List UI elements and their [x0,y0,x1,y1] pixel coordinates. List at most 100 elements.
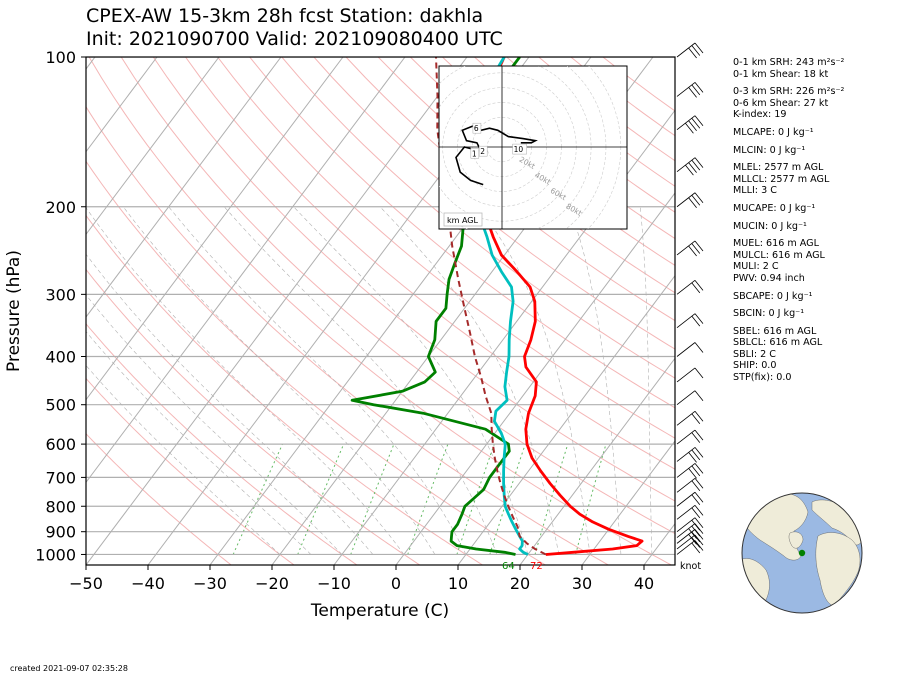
hodograph-unit-box [443,212,483,227]
dry-adiabat [86,433,232,565]
index-line: STP(fix): 0.0 [733,372,792,384]
wind-barb [676,82,704,98]
wind-barb-stem [676,157,696,172]
hodograph-height-label: 2 [480,147,485,156]
isotherm [581,440,675,565]
index-line: SHIP: 0.0 [733,360,777,372]
mixing-ratio-line [350,443,395,555]
wind-barb-flag [694,529,704,540]
wind-barb-flag [691,159,701,171]
hodograph-unit-label: km AGL [447,216,479,225]
wind-barb-flag [694,463,704,474]
wind-barb-stem [676,410,696,426]
wind-barb [676,313,704,328]
wind-barb-stem [676,463,696,478]
dry-adiabat [217,57,675,439]
index-line: SBLI: 2 C [733,348,776,360]
wind-barb-stem [676,42,696,58]
wind-barb-flag [691,519,701,531]
index-line: MUEL: 616 m AGL [733,238,819,250]
y-tick-label: 100 [45,48,76,67]
wind-barb-stem [676,523,696,538]
y-tick-label: 1000 [35,545,76,564]
index-line: SBCIN: 0 J kg⁻¹ [733,308,805,320]
isotherm [86,57,220,236]
wind-barb-stem [676,447,696,462]
hodograph-height-box [478,145,488,157]
dry-adiabat [313,57,675,350]
x-tick-label: 40 [634,574,654,593]
y-axis-label: Pressure (hPa) [4,250,24,372]
wind-barb-flag [685,122,694,134]
mixing-ratio-line [456,443,495,555]
index-line: K-index: 19 [733,109,787,121]
wind-barb-flag [694,82,704,93]
wind-barb-flag [691,531,701,543]
x-tick-label: −20 [255,574,289,593]
wind-barb-flag [691,315,701,327]
wind-barb-stem [676,540,696,555]
wind-barb-flag [694,157,704,168]
surface-dewpoint-label: 64 [502,561,515,572]
wind-barb-flag [691,45,701,56]
wind-barb-stem [676,240,696,256]
globe-outline [741,492,863,614]
wind-barb-flag [691,465,701,477]
y-tick-label: 900 [45,523,76,542]
globe-land-caribbean [788,531,804,549]
dry-adiabat [281,57,675,379]
wind-barb [676,280,704,295]
plot-frame [85,56,676,566]
wind-barb-flag [694,42,704,54]
wind-barb-stem [676,115,696,131]
wind-barb-stem [676,82,696,97]
dry-adiabat [86,323,358,565]
hodograph-height-label: 10 [514,145,524,154]
moist-adiabat [168,206,467,555]
wind-barb [676,240,704,257]
wind-barb-stem [676,192,696,208]
moist-adiabat [568,206,622,555]
wind-barb-flag [688,197,697,209]
index-line: SBLCL: 616 m AGL [733,337,823,349]
axes: −50 −40 −30 −20 −10 0 10 20 30 40 100 200 300 400 500 6… [35,48,654,593]
wind-barb-stem [676,517,696,533]
isotherm [457,274,675,565]
wind-barb [676,491,704,507]
index-line: MLLI: 3 C [733,185,777,197]
wind-barb-flag [691,243,701,254]
isotherm [86,57,406,484]
x-tick-label: −10 [317,574,351,593]
dry-adiabat [86,105,609,565]
wind-barb-stem [676,529,696,544]
wind-barb-flag [694,342,704,353]
y-tick-label: 200 [45,198,76,217]
wind-barb-stem [676,280,696,295]
wind-barb-flag [694,505,704,516]
wind-barb-flag [688,468,697,479]
wind-barb-flag [691,537,701,548]
wind-barb [676,367,704,383]
wind-barb-flag [688,528,697,539]
wind-units-label: knot [680,561,701,572]
wind-barb-flag [691,413,701,425]
wind-barb-flag [694,478,704,489]
chart-title: CPEX-AW 15-3km 28h fcst Station: dakhla [86,5,484,27]
wind-barb-flag [688,245,697,257]
index-line: MULCL: 616 m AGL [733,249,825,261]
dry-adiabat [120,57,675,535]
index-line: MLCAPE: 0 J kg⁻¹ [733,126,814,138]
wind-barb-flag [691,507,701,519]
dry-adiabat [86,214,483,565]
isotherm [86,57,158,153]
wind-barb-flag [691,542,701,554]
wind-barb-flag [691,432,701,443]
wind-barbs [676,42,704,555]
wind-barb-flag [694,390,704,401]
wind-barb-flag [688,452,697,463]
wind-barb-stem [676,505,696,520]
dry-adiabat [86,160,546,565]
wind-barb-flag [691,117,701,129]
